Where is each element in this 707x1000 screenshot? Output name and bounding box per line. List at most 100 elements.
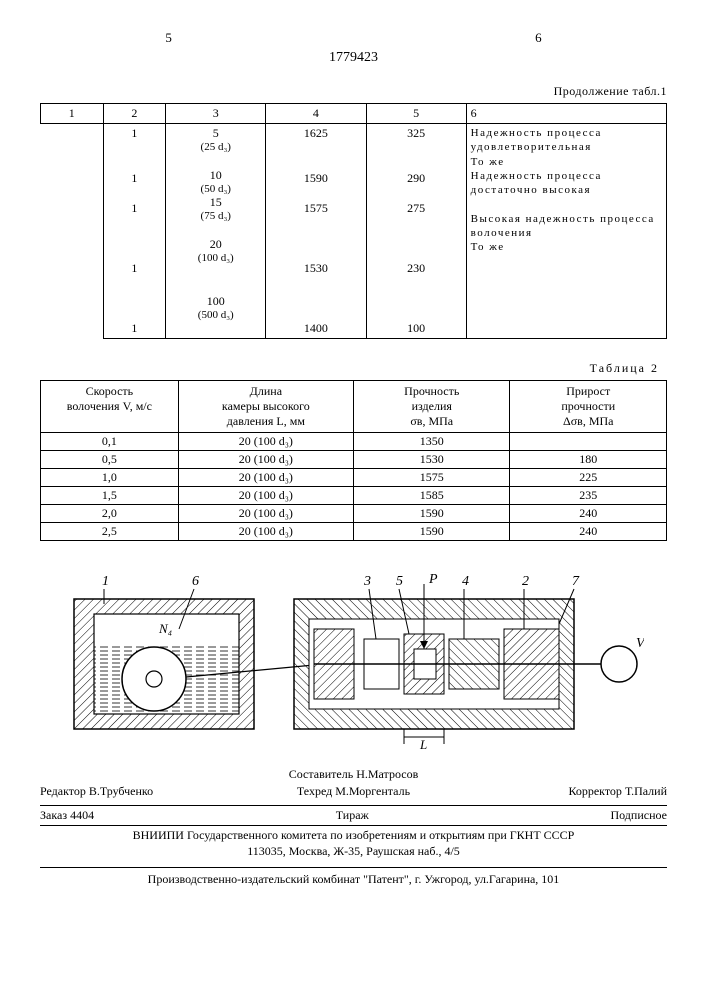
page-left: 5 [165,30,172,46]
table2-cell: 2,5 [41,523,179,541]
table2-caption: Таблица 2 [40,361,659,376]
t1r0c2: 1 [110,126,160,141]
t1r1c6: То же [471,155,660,169]
t1r0c3b: (25 d₃) [172,141,259,153]
t1r4c3b: (500 d₃) [172,309,259,321]
table2-cell: 2,0 [41,505,179,523]
table2-cell: 20 (100 d₃) [178,469,353,487]
t1r4c3a: 100 [172,294,259,309]
composer: Составитель Н.Матросов [228,767,479,782]
t1r2c5: 275 [373,201,460,216]
t1r3c6: Высокая надежность процесса волочения [471,212,660,241]
t1r2c3b: (75 d₃) [172,210,259,222]
diag-label-P: P [428,572,438,587]
table1-h2: 2 [103,104,166,124]
footer: Производственно-издательский комбинат "П… [40,867,667,887]
table2-row: 1,020 (100 d₃)1575225 [41,469,667,487]
t1r4c6: То же [471,240,660,254]
table2-cell: 240 [510,523,667,541]
table2-cell: 1,5 [41,487,179,505]
table2-cell: 20 (100 d₃) [178,505,353,523]
t1r2c6: Надежность процесса достаточно высокая [471,169,660,198]
table2-header-row: Скорость волочения V, м/с Длина камеры в… [41,381,667,433]
t1r0c6: Надежность процесса удовлетворительная [471,126,660,155]
table2-cell: 1590 [353,505,510,523]
editor: Редактор В.Трубченко [40,784,247,799]
t1r2c3a: 15 [172,195,259,210]
corrector: Корректор Т.Палий [460,784,667,799]
t1r4c5: 100 [373,321,460,336]
table2-cell: 20 (100 d₃) [178,451,353,469]
table2-cell: 1350 [353,433,510,451]
t1r3c4: 1530 [272,261,359,276]
table1-body: 1 1 1 1 1 5 (25 d₃) 10 (50 d₃) 15 (75 d₃… [41,124,667,339]
table-2: Скорость волочения V, м/с Длина камеры в… [40,380,667,541]
page-right: 6 [535,30,542,46]
diag-label-6: 6 [192,574,199,589]
table2-cell: 1585 [353,487,510,505]
vniipi: ВНИИПИ Государственного комитета по изоб… [40,828,667,859]
t1r1c4: 1590 [272,171,359,186]
table2-cell: 1590 [353,523,510,541]
subscription: Подписное [610,808,667,823]
table2-row: 0,120 (100 d₃)1350 [41,433,667,451]
table2-row: 0,520 (100 d₃)1530180 [41,451,667,469]
credits-block: Составитель Н.Матросов Редактор В.Трубче… [40,767,667,887]
table2-cell: 180 [510,451,667,469]
table1-h4: 4 [266,104,366,124]
diag-label-7: 7 [572,574,580,589]
t1r4c4: 1400 [272,321,359,336]
table1-h3: 3 [166,104,266,124]
table2-cell: 20 (100 d₃) [178,433,353,451]
t1r1c3a: 10 [172,168,259,183]
table2-cell: 1575 [353,469,510,487]
techred: Техред М.Моргенталь [247,784,460,799]
technical-diagram: 1 6 3 5 P 4 2 7 V N₄ L [64,569,644,749]
order: Заказ 4404 [40,808,94,823]
diag-label-3: 3 [363,574,371,589]
table2-row: 2,520 (100 d₃)1590240 [41,523,667,541]
table2-cell [510,433,667,451]
page-numbers: 5 6 [165,30,541,46]
t1r0c5: 325 [373,126,460,141]
table-1: 1 2 3 4 5 6 1 1 1 1 1 5 (25 d₃) 10 (50 d… [40,103,667,339]
table1-h6: 6 [466,104,666,124]
diag-label-L: L [419,737,427,749]
t1r3c2: 1 [110,261,160,276]
diag-label-N: N₄ [158,621,173,636]
t1r3c3b: (100 d₃) [172,252,259,264]
diag-label-V: V [636,636,644,651]
table2-cell: 1530 [353,451,510,469]
diag-label-4: 4 [462,574,469,589]
table1-h1: 1 [41,104,104,124]
table2-cell: 225 [510,469,667,487]
table1-header-row: 1 2 3 4 5 6 [41,104,667,124]
table2-cell: 240 [510,505,667,523]
t1r0c4: 1625 [272,126,359,141]
t1r1c3b: (50 d₃) [172,183,259,195]
t1r1c5: 290 [373,171,460,186]
table1-continuation: Продолжение табл.1 [40,84,667,99]
t2h1: Скорость волочения V, м/с [41,381,179,433]
t1r3c3a: 20 [172,237,259,252]
table2-row: 1,520 (100 d₃)1585235 [41,487,667,505]
diag-label-2: 2 [522,574,529,589]
table2-cell: 0,5 [41,451,179,469]
t2h4: Прирост прочности Δσв, МПа [510,381,667,433]
t2h3: Прочность изделия σв, МПа [353,381,510,433]
t1r0c3a: 5 [172,126,259,141]
t1r1c2: 1 [110,171,160,186]
t1r4c2: 1 [110,321,160,336]
table2-cell: 0,1 [41,433,179,451]
t1r2c2: 1 [110,201,160,216]
order-row: Заказ 4404 Тираж Подписное [40,805,667,826]
table1-h5: 5 [366,104,466,124]
table2-row: 2,020 (100 d₃)1590240 [41,505,667,523]
table2-cell: 20 (100 d₃) [178,487,353,505]
t2h2: Длина камеры высокого давления L, мм [178,381,353,433]
diag-label-5: 5 [396,574,403,589]
table2-cell: 235 [510,487,667,505]
table2-cell: 20 (100 d₃) [178,523,353,541]
table2-cell: 1,0 [41,469,179,487]
document-number: 1779423 [40,50,667,66]
